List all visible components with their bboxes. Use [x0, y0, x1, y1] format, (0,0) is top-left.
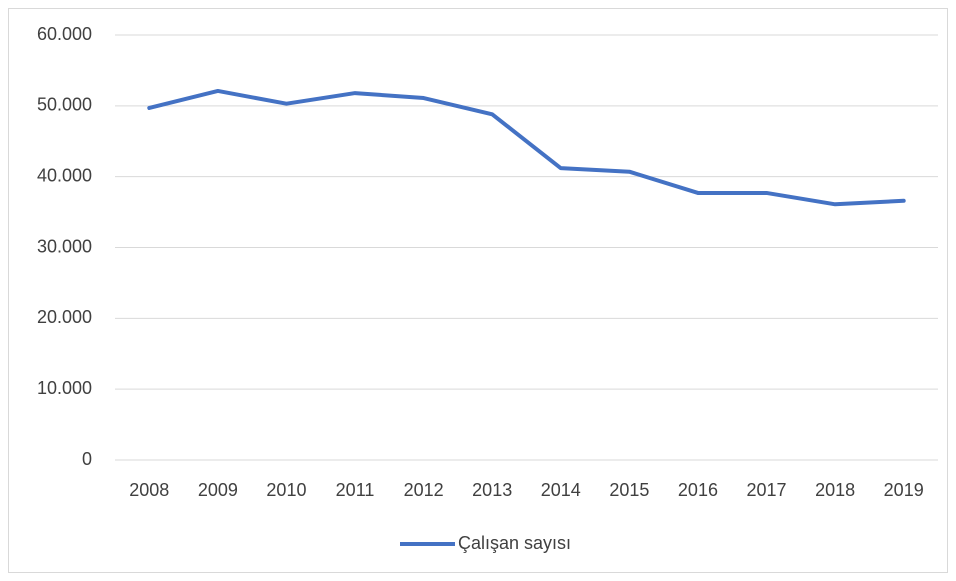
legend-label: Çalışan sayısı — [458, 533, 571, 553]
x-tick-label: 2013 — [472, 480, 512, 500]
x-tick-label: 2011 — [336, 480, 375, 500]
data-line — [147, 88, 906, 207]
y-tick-label: 10.000 — [37, 378, 92, 398]
x-tick-label: 2016 — [678, 480, 718, 500]
x-tick-label: 2015 — [609, 480, 649, 500]
x-tick-label: 2010 — [266, 480, 306, 500]
y-tick-label: 20.000 — [37, 307, 92, 327]
y-tick-label: 0 — [82, 449, 92, 469]
y-tick-label: 40.000 — [37, 165, 92, 185]
x-tick-label: 2012 — [404, 480, 444, 500]
x-tick-label: 2018 — [815, 480, 855, 500]
x-tick-label: 2014 — [541, 480, 581, 500]
x-tick-label: 2009 — [198, 480, 238, 500]
x-tick-label: 2008 — [129, 480, 169, 500]
y-tick-label: 50.000 — [37, 95, 92, 115]
x-tick-label: 2017 — [747, 480, 787, 500]
y-tick-label: 60.000 — [37, 24, 92, 44]
x-tick-label: 2019 — [884, 480, 924, 500]
y-tick-label: 30.000 — [37, 236, 92, 256]
